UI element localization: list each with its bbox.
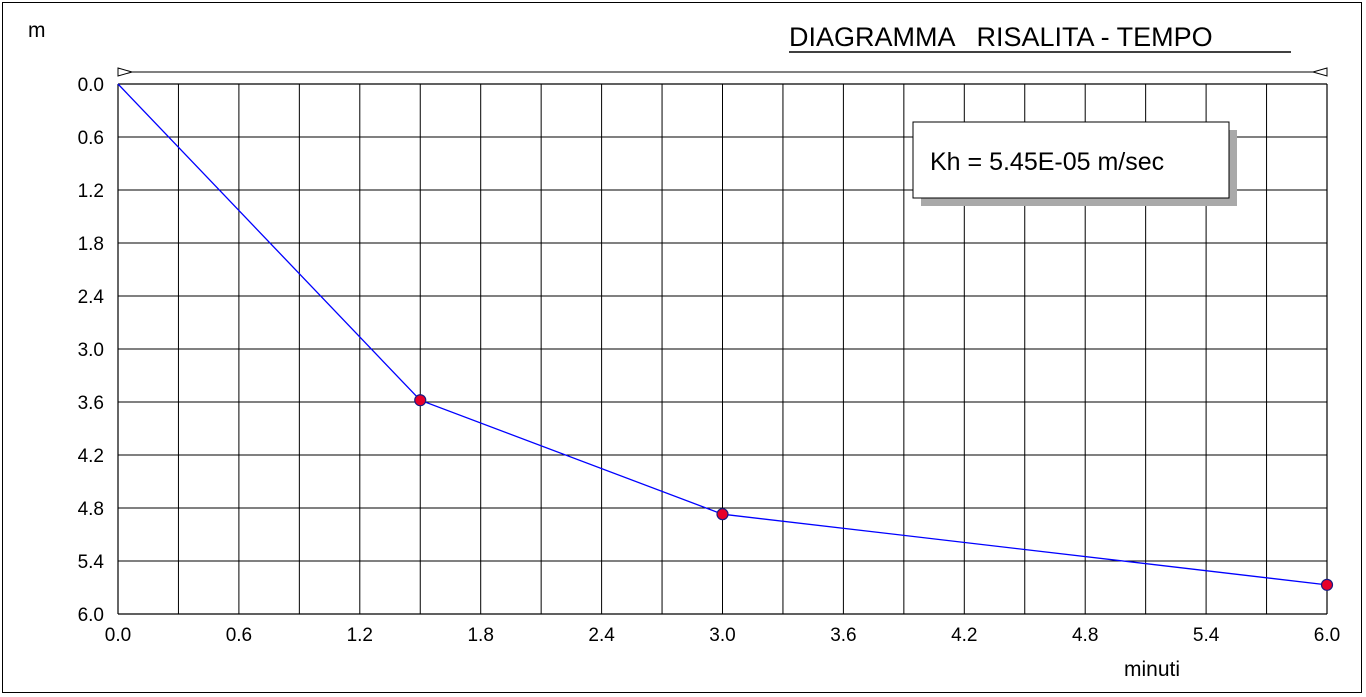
chart-title: DIAGRAMMA RISALITA - TEMPO (789, 22, 1213, 52)
y-tick-label: 2.4 (78, 287, 105, 308)
y-tick-label: 3.0 (78, 340, 104, 361)
left-arrow-marker (118, 68, 132, 76)
y-tick-label: 1.8 (78, 234, 104, 255)
data-point (1322, 579, 1333, 590)
y-tick-label: 6.0 (78, 605, 104, 626)
x-tick-label: 0.6 (226, 625, 252, 646)
y-tick-label: 3.6 (78, 393, 104, 414)
y-tick-label: 4.2 (78, 446, 104, 467)
kh-value-text: Kh = 5.45E-05 m/sec (930, 148, 1164, 176)
x-tick-label: 6.0 (1314, 625, 1340, 646)
y-tick-label: 0.0 (78, 75, 104, 96)
kh-annotation-box: Kh = 5.45E-05 m/sec (913, 122, 1237, 206)
right-arrow-marker (1313, 68, 1327, 76)
x-tick-label: 1.8 (467, 625, 493, 646)
y-tick-label: 4.8 (78, 499, 104, 520)
y-axis-unit-label: m (28, 19, 46, 42)
x-tick-label: 5.4 (1193, 625, 1220, 646)
y-tick-label: 1.2 (78, 181, 104, 202)
x-tick-label: 0.0 (105, 625, 131, 646)
data-point (717, 509, 728, 520)
y-tick-label: 5.4 (78, 552, 105, 573)
y-tick-label: 0.6 (78, 128, 104, 149)
x-axis-label: minuti (1124, 658, 1180, 681)
x-tick-label: 4.8 (1072, 625, 1098, 646)
data-point (415, 395, 426, 406)
x-tick-label: 3.6 (830, 625, 856, 646)
x-tick-label: 2.4 (588, 625, 615, 646)
x-tick-label: 1.2 (347, 625, 373, 646)
x-tick-label: 3.0 (709, 625, 735, 646)
x-tick-label: 4.2 (951, 625, 977, 646)
